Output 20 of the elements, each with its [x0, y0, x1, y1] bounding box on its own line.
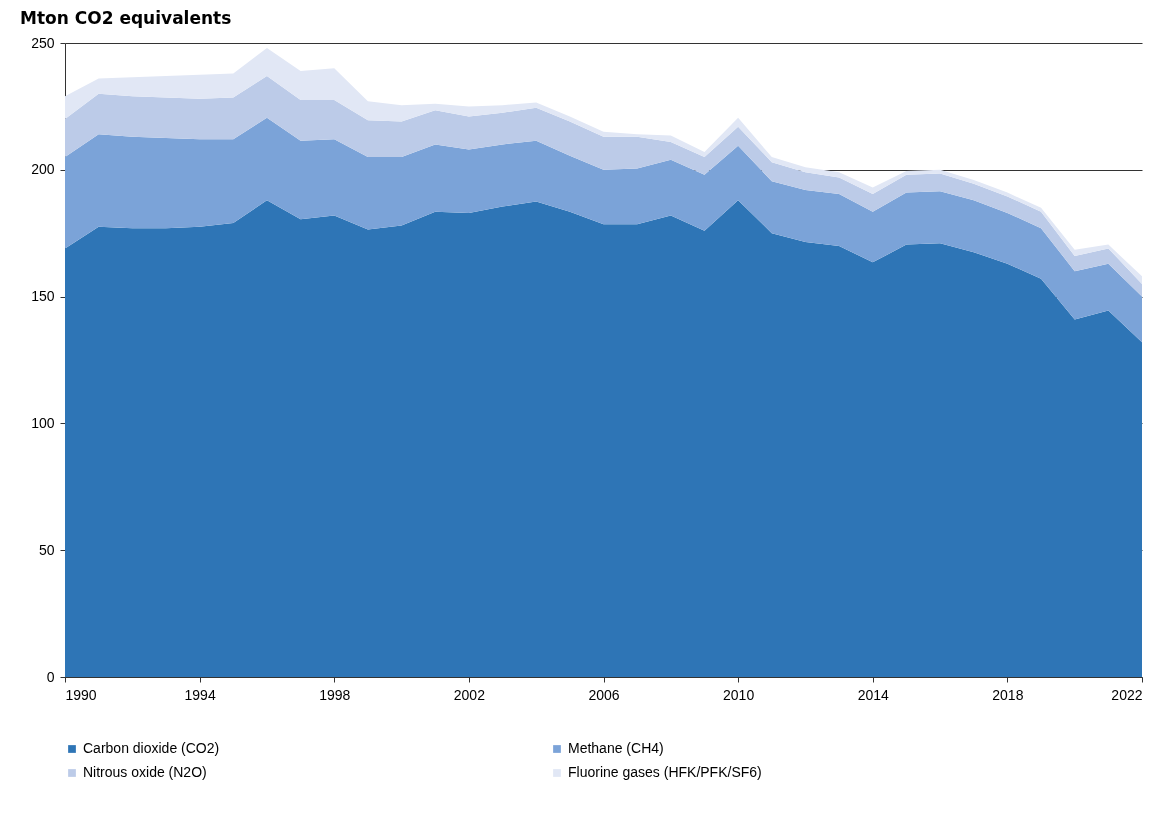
legend-label: Methane (CH4) — [568, 740, 664, 756]
legend-label: Nitrous oxide (N2O) — [83, 764, 207, 780]
x-tick-label: 2010 — [723, 686, 755, 703]
y-tick-label: 0 — [46, 668, 55, 685]
x-tick-label: 2014 — [857, 686, 890, 703]
x-tick-label: 1990 — [65, 686, 97, 703]
x-tick-label: 2006 — [588, 686, 620, 703]
y-tick-label: 50 — [38, 541, 55, 558]
x-tick-label: 2022 — [1111, 686, 1143, 703]
x-tick-label: 2002 — [453, 686, 486, 703]
y-tick-label: 150 — [31, 288, 55, 305]
chart-title: Mton CO2 equivalents — [20, 8, 232, 28]
legend-label: Fluorine gases (HFK/PFK/SF6) — [568, 764, 762, 780]
x-tick-label: 1994 — [184, 686, 216, 703]
y-tick-label: 250 — [31, 34, 55, 51]
x-tick-label: 2018 — [992, 686, 1024, 703]
x-tick-label: 1998 — [319, 686, 351, 703]
legend-label: Carbon dioxide (CO2) — [83, 740, 220, 756]
y-tick-label: 100 — [31, 414, 55, 431]
y-tick-label: 200 — [31, 161, 55, 178]
